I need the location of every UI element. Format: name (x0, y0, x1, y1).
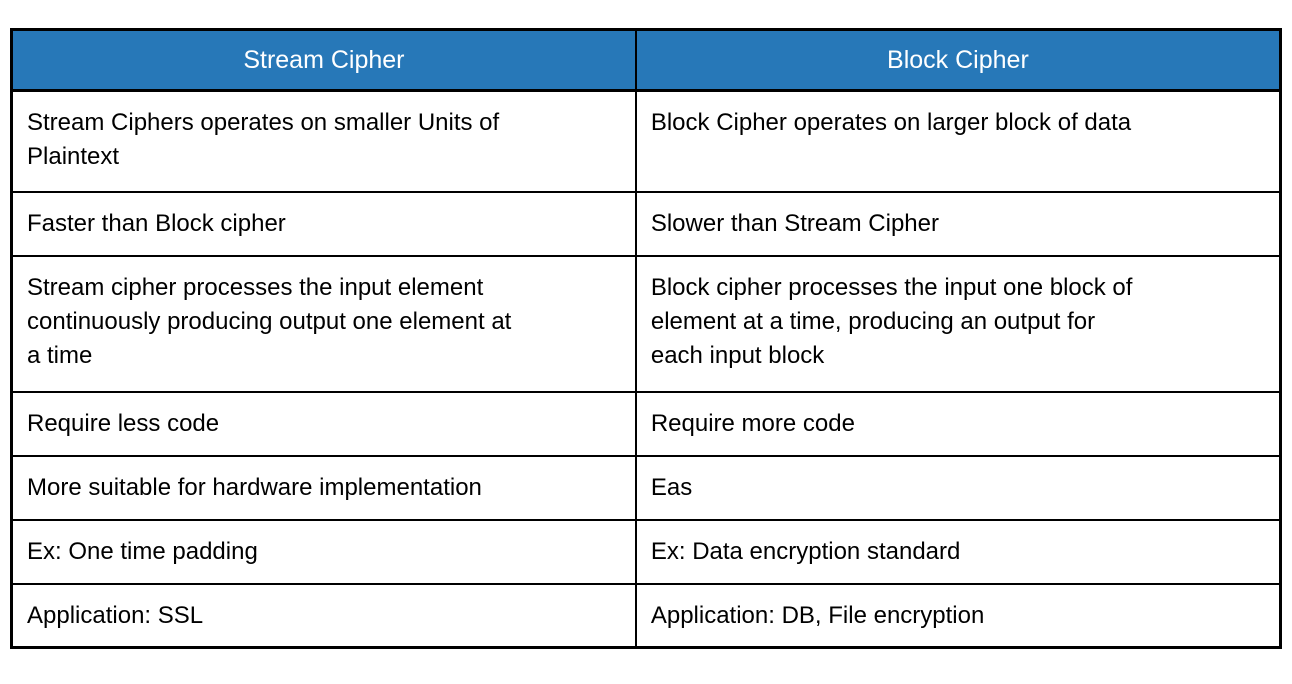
table-row: Stream Ciphers operates on smaller Units… (10, 89, 1282, 193)
block-cipher-cell: Block cipher processes the input one blo… (634, 255, 1282, 393)
table-row: Ex: One time padding Ex: Data encryption… (10, 519, 1282, 585)
header-block-cipher: Block Cipher (634, 28, 1282, 92)
stream-cipher-cell: Faster than Block cipher (10, 191, 637, 257)
stream-cipher-cell: More suitable for hardware implementatio… (10, 455, 637, 521)
block-cipher-cell: Require more code (634, 391, 1282, 457)
cipher-comparison-table: Stream Cipher Block Cipher Stream Cipher… (10, 28, 1282, 649)
table-row: Stream cipher processes the input elemen… (10, 255, 1282, 393)
block-cipher-cell: Eas (634, 455, 1282, 521)
header-stream-cipher: Stream Cipher (10, 28, 637, 92)
stream-cipher-cell: Application: SSL (10, 583, 637, 649)
stream-cipher-cell: Ex: One time padding (10, 519, 637, 585)
table-row: More suitable for hardware implementatio… (10, 455, 1282, 521)
block-cipher-cell: Block Cipher operates on larger block of… (634, 89, 1282, 193)
table-row: Application: SSL Application: DB, File e… (10, 583, 1282, 649)
stream-cipher-cell: Stream Ciphers operates on smaller Units… (10, 89, 637, 193)
table-row: Require less code Require more code (10, 391, 1282, 457)
table-row: Faster than Block cipher Slower than Str… (10, 191, 1282, 257)
stream-cipher-cell: Stream cipher processes the input elemen… (10, 255, 637, 393)
block-cipher-cell: Ex: Data encryption standard (634, 519, 1282, 585)
block-cipher-cell: Slower than Stream Cipher (634, 191, 1282, 257)
stream-cipher-cell: Require less code (10, 391, 637, 457)
table-header-row: Stream Cipher Block Cipher (10, 28, 1282, 92)
block-cipher-cell: Application: DB, File encryption (634, 583, 1282, 649)
